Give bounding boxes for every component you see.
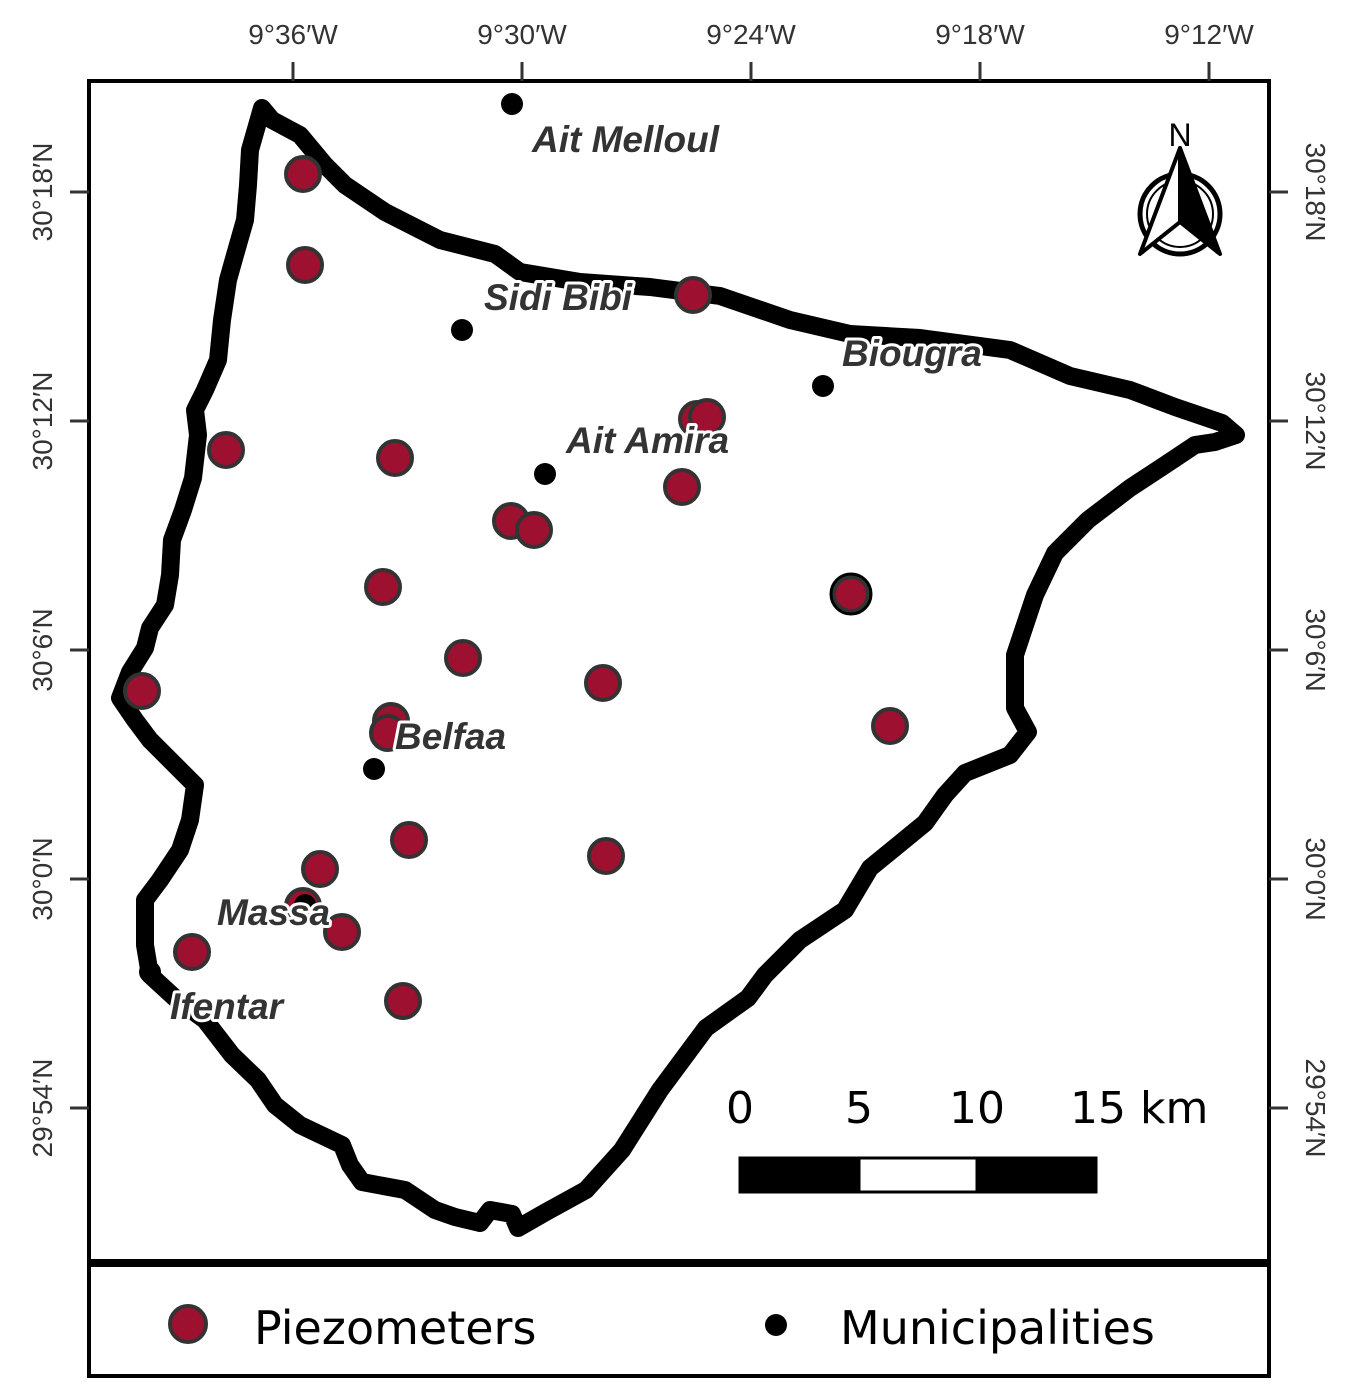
piezometer-point bbox=[515, 511, 553, 549]
scale-bar: 0 5 10 15 km bbox=[726, 1083, 1208, 1194]
piezometer-point bbox=[207, 431, 245, 469]
municipality-labels: Ait Melloul Sidi Bibi Biougra Ait Amira … bbox=[167, 116, 985, 1030]
left-axis-labels: 30°18′N 30°12′N 30°6′N 30°0′N 29°54′N bbox=[27, 143, 58, 1158]
municipality-point bbox=[534, 463, 556, 485]
right-axis-labels: 30°18′N 30°12′N 30°6′N 30°0′N 29°54′N bbox=[1300, 143, 1331, 1158]
piezometer-point bbox=[674, 276, 712, 314]
piezometer-point bbox=[284, 155, 322, 193]
piezometer-point bbox=[832, 575, 870, 613]
municipality-label-sidi-bibi: Sidi Bibi bbox=[484, 277, 633, 318]
municipality-label-massa: Massa bbox=[217, 892, 330, 933]
municipality-point bbox=[501, 93, 523, 115]
municipality-layer bbox=[139, 93, 834, 983]
legend-piezometers-label: Piezometers bbox=[254, 1301, 536, 1355]
piezometer-point bbox=[688, 398, 726, 436]
piezometer-point bbox=[301, 850, 339, 888]
municipality-point bbox=[139, 961, 161, 983]
scale-label: 0 bbox=[726, 1083, 754, 1134]
piezometer-point-outline bbox=[829, 572, 873, 616]
municipality-point bbox=[812, 375, 834, 397]
left-tick-label: 29°54′N bbox=[27, 1059, 58, 1158]
piezometer-point bbox=[286, 246, 324, 284]
piezometer-point bbox=[364, 568, 402, 606]
piezometer-point bbox=[871, 707, 909, 745]
piezometer-point bbox=[584, 664, 622, 702]
top-tick-label: 9°36′W bbox=[248, 19, 338, 50]
left-tick-label: 30°18′N bbox=[27, 143, 58, 242]
legend: Piezometers Municipalities bbox=[168, 1301, 1155, 1355]
top-tick-label: 9°24′W bbox=[706, 19, 796, 50]
left-tick-label: 30°0′N bbox=[27, 837, 58, 920]
piezometer-point bbox=[376, 439, 414, 477]
top-tick-label: 9°18′W bbox=[935, 19, 1025, 50]
municipality-label-biougra: Biougra bbox=[842, 333, 982, 374]
north-arrow-icon: N bbox=[1137, 117, 1223, 257]
north-label: N bbox=[1168, 117, 1191, 153]
legend-municipality-symbol bbox=[765, 1314, 787, 1336]
piezometer-point bbox=[444, 639, 482, 677]
municipality-label-ifentar: Ifentar bbox=[170, 986, 286, 1027]
axis-ticks bbox=[70, 62, 1288, 1110]
municipality-point bbox=[294, 894, 316, 916]
top-axis-labels: 9°36′W 9°30′W 9°24′W 9°18′W 9°12′W bbox=[248, 19, 1254, 50]
legend-piezometer-symbol bbox=[168, 1304, 208, 1344]
municipality-label-belfaa: Belfaa bbox=[395, 716, 506, 757]
scale-label: 10 bbox=[949, 1083, 1005, 1134]
right-tick-label: 30°18′N bbox=[1300, 143, 1331, 242]
top-tick-label: 9°30′W bbox=[477, 19, 567, 50]
piezometer-point bbox=[384, 982, 422, 1020]
scale-label: 5 bbox=[845, 1083, 873, 1134]
right-tick-label: 30°0′N bbox=[1300, 837, 1331, 920]
municipality-point bbox=[363, 758, 385, 780]
left-tick-label: 30°12′N bbox=[27, 372, 58, 471]
piezometer-layer bbox=[123, 155, 909, 1020]
piezometer-point bbox=[587, 837, 625, 875]
right-tick-label: 29°54′N bbox=[1300, 1059, 1331, 1158]
left-tick-label: 30°6′N bbox=[27, 608, 58, 691]
scale-label: 15 km bbox=[1070, 1083, 1208, 1134]
piezometer-point bbox=[123, 672, 161, 710]
piezometer-point bbox=[323, 913, 361, 951]
top-tick-label: 9°12′W bbox=[1164, 19, 1254, 50]
piezometer-point bbox=[173, 933, 211, 971]
municipality-label-ait-amira: Ait Amira bbox=[565, 420, 729, 461]
municipality-point bbox=[451, 319, 473, 341]
study-area-boundary bbox=[111, 99, 1245, 1237]
legend-municipalities-label: Municipalities bbox=[840, 1301, 1155, 1355]
piezometer-point bbox=[369, 714, 407, 752]
piezometer-point bbox=[663, 468, 701, 506]
legend-frame bbox=[87, 1263, 1271, 1378]
municipality-label-ait-melloul: Ait Melloul bbox=[531, 119, 720, 160]
right-tick-label: 30°12′N bbox=[1300, 372, 1331, 471]
right-tick-label: 30°6′N bbox=[1300, 608, 1331, 691]
piezometer-point bbox=[390, 821, 428, 859]
